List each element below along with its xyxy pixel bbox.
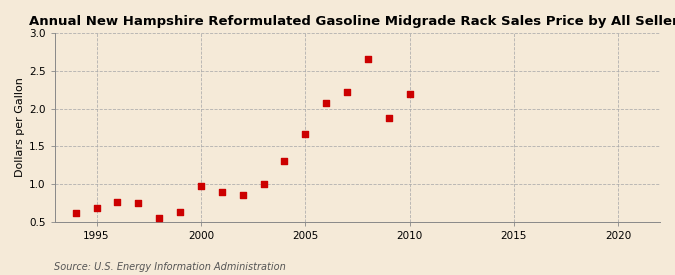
Text: Source: U.S. Energy Information Administration: Source: U.S. Energy Information Administ… [54, 262, 286, 272]
Point [70, 210, 81, 215]
Point [237, 192, 248, 197]
Point [321, 101, 331, 106]
Point [91, 206, 102, 210]
Point [258, 182, 269, 186]
Point [383, 116, 394, 121]
Y-axis label: Dollars per Gallon: Dollars per Gallon [15, 78, 25, 177]
Point [362, 57, 373, 61]
Point [279, 159, 290, 164]
Point [342, 90, 352, 94]
Point [196, 183, 207, 188]
Point [404, 91, 415, 96]
Point [175, 210, 186, 214]
Point [217, 189, 227, 194]
Title: Annual New Hampshire Reformulated Gasoline Midgrade Rack Sales Price by All Sell: Annual New Hampshire Reformulated Gasoli… [28, 15, 675, 28]
Point [154, 216, 165, 220]
Point [300, 131, 310, 136]
Point [133, 201, 144, 205]
Point [112, 200, 123, 204]
